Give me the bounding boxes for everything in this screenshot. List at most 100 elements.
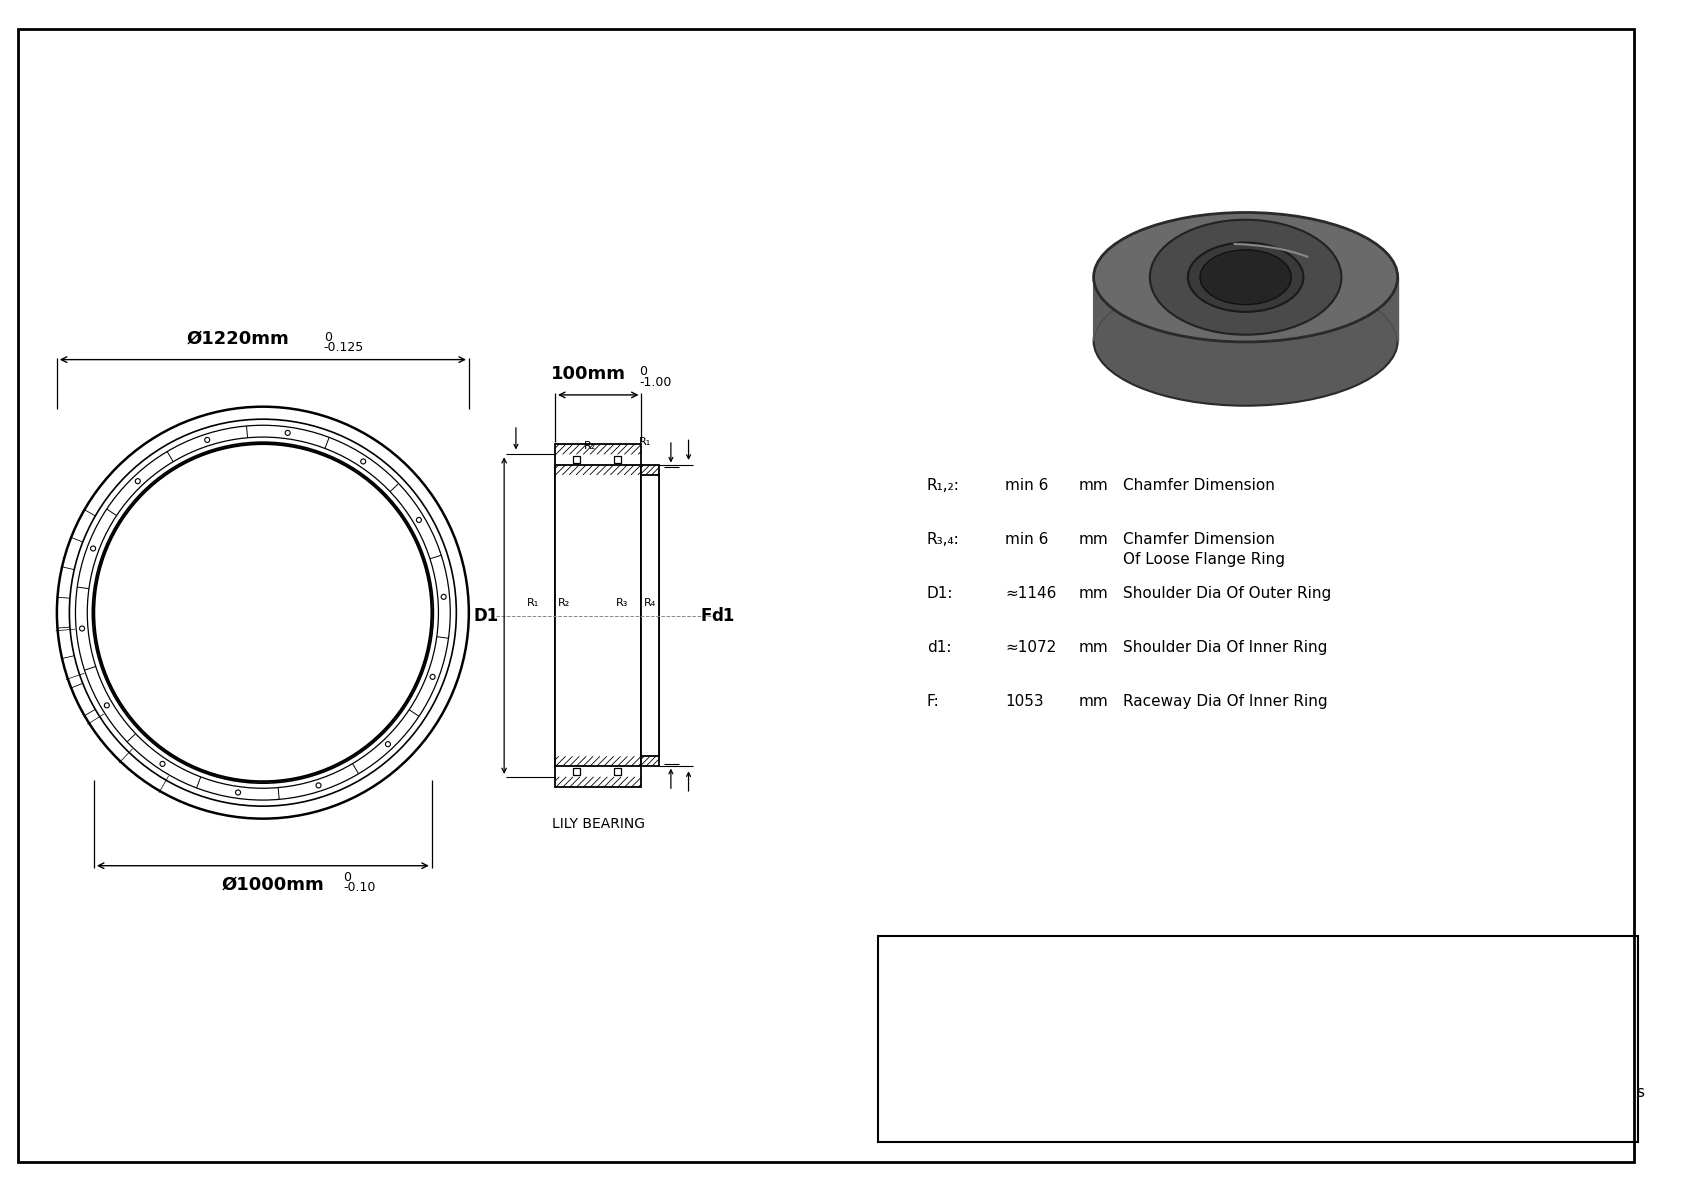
Ellipse shape — [1093, 276, 1398, 406]
Text: min 6: min 6 — [1005, 479, 1049, 493]
Polygon shape — [1137, 230, 1143, 295]
Text: mm: mm — [1079, 479, 1108, 493]
Text: mm: mm — [1079, 586, 1108, 601]
Polygon shape — [1096, 261, 1098, 329]
Polygon shape — [1184, 217, 1194, 282]
Text: LILY: LILY — [908, 962, 1031, 1017]
Polygon shape — [1288, 216, 1298, 280]
Text: R₁,₂:: R₁,₂: — [926, 479, 960, 493]
Polygon shape — [1383, 249, 1386, 317]
Bar — [615, 456, 621, 463]
Text: D1: D1 — [473, 606, 498, 624]
Text: R₁: R₁ — [638, 437, 650, 447]
Text: 0: 0 — [640, 366, 648, 379]
Polygon shape — [1356, 232, 1361, 299]
Text: R₂: R₂ — [557, 598, 571, 607]
Text: mm: mm — [1079, 640, 1108, 655]
Polygon shape — [1307, 218, 1315, 283]
Text: d1: d1 — [711, 606, 734, 624]
Polygon shape — [1367, 238, 1372, 306]
Text: R₂: R₂ — [584, 442, 596, 451]
Polygon shape — [1212, 213, 1221, 278]
Polygon shape — [1386, 252, 1389, 320]
Text: SHANGHAI LILY BEARING LIMITED: SHANGHAI LILY BEARING LIMITED — [1189, 969, 1517, 987]
Bar — [574, 768, 579, 775]
Text: min 6: min 6 — [1005, 532, 1049, 547]
Ellipse shape — [1201, 250, 1292, 305]
Polygon shape — [1113, 242, 1118, 310]
Polygon shape — [1118, 238, 1123, 306]
Bar — [556, 444, 642, 787]
Text: ≈1072: ≈1072 — [1005, 640, 1056, 655]
Text: Chamfer Dimension: Chamfer Dimension — [1123, 532, 1275, 547]
Polygon shape — [1270, 213, 1280, 278]
Polygon shape — [1260, 213, 1270, 278]
Text: Email: lilybearing@lily-bearing.com: Email: lilybearing@lily-bearing.com — [1224, 996, 1484, 1011]
Text: LILY BEARING: LILY BEARING — [552, 817, 645, 830]
Text: Of Loose Flange Ring: Of Loose Flange Ring — [1123, 551, 1285, 567]
Ellipse shape — [1150, 220, 1342, 335]
Text: 0: 0 — [323, 331, 332, 344]
Text: 0: 0 — [344, 871, 352, 884]
Text: R₃,₄:: R₃,₄: — [926, 532, 960, 547]
Polygon shape — [1251, 212, 1260, 276]
Polygon shape — [1108, 245, 1113, 313]
Text: -1.00: -1.00 — [640, 376, 672, 389]
Text: ≈1146: ≈1146 — [1005, 586, 1058, 601]
Text: Shoulder Dia Of Outer Ring: Shoulder Dia Of Outer Ring — [1123, 586, 1332, 601]
Polygon shape — [1130, 232, 1137, 299]
Polygon shape — [1347, 230, 1356, 295]
Ellipse shape — [1093, 212, 1398, 342]
Polygon shape — [1372, 242, 1378, 310]
Polygon shape — [1324, 222, 1332, 288]
Text: -0.10: -0.10 — [344, 881, 376, 894]
Text: Shoulder Dia Of Inner Ring: Shoulder Dia Of Inner Ring — [1123, 640, 1327, 655]
Text: d1:: d1: — [926, 640, 951, 655]
Bar — [574, 456, 579, 463]
Polygon shape — [1241, 212, 1251, 276]
Polygon shape — [1389, 257, 1393, 325]
Text: 100mm: 100mm — [551, 366, 626, 384]
Text: R₄: R₄ — [643, 598, 655, 607]
Polygon shape — [1150, 224, 1159, 291]
Bar — [556, 464, 642, 767]
Text: Raceway Dia Of Inner Ring: Raceway Dia Of Inner Ring — [1123, 694, 1327, 709]
Polygon shape — [1378, 245, 1383, 313]
Text: ®: ® — [1017, 961, 1031, 975]
Polygon shape — [1332, 224, 1340, 291]
Polygon shape — [1340, 226, 1347, 293]
Bar — [556, 475, 642, 756]
Polygon shape — [1101, 252, 1105, 320]
Polygon shape — [1167, 220, 1175, 286]
Bar — [642, 475, 658, 756]
Polygon shape — [1123, 236, 1130, 303]
Polygon shape — [1221, 213, 1231, 278]
Polygon shape — [1361, 236, 1367, 303]
Text: R₁: R₁ — [527, 598, 539, 607]
Polygon shape — [1105, 249, 1108, 317]
Text: Ø1220mm: Ø1220mm — [187, 330, 290, 348]
Text: D1:: D1: — [926, 586, 953, 601]
Text: 1053: 1053 — [1005, 694, 1044, 709]
Polygon shape — [1175, 218, 1184, 283]
Polygon shape — [1143, 226, 1150, 293]
Text: Part
Number: Part Number — [1036, 1073, 1103, 1112]
Polygon shape — [1393, 261, 1394, 329]
Text: F: F — [701, 606, 712, 624]
Text: -0.125: -0.125 — [323, 341, 364, 354]
Polygon shape — [1298, 217, 1307, 282]
Text: Chamfer Dimension: Chamfer Dimension — [1123, 479, 1275, 493]
Text: R₃: R₃ — [616, 598, 628, 607]
Bar — [642, 464, 658, 767]
Ellipse shape — [1187, 243, 1303, 312]
Text: Ø1000mm: Ø1000mm — [221, 875, 323, 893]
Bar — [615, 768, 621, 775]
Bar — [877, 936, 1639, 1142]
Polygon shape — [1194, 216, 1202, 280]
Polygon shape — [1280, 214, 1288, 279]
Polygon shape — [1159, 222, 1167, 288]
Polygon shape — [1098, 257, 1101, 325]
Polygon shape — [1231, 212, 1241, 276]
Polygon shape — [1202, 214, 1212, 279]
Text: NUP 18/1000 ECMA/HB1 Cylindrical Roller Bearings: NUP 18/1000 ECMA/HB1 Cylindrical Roller … — [1253, 1085, 1645, 1100]
